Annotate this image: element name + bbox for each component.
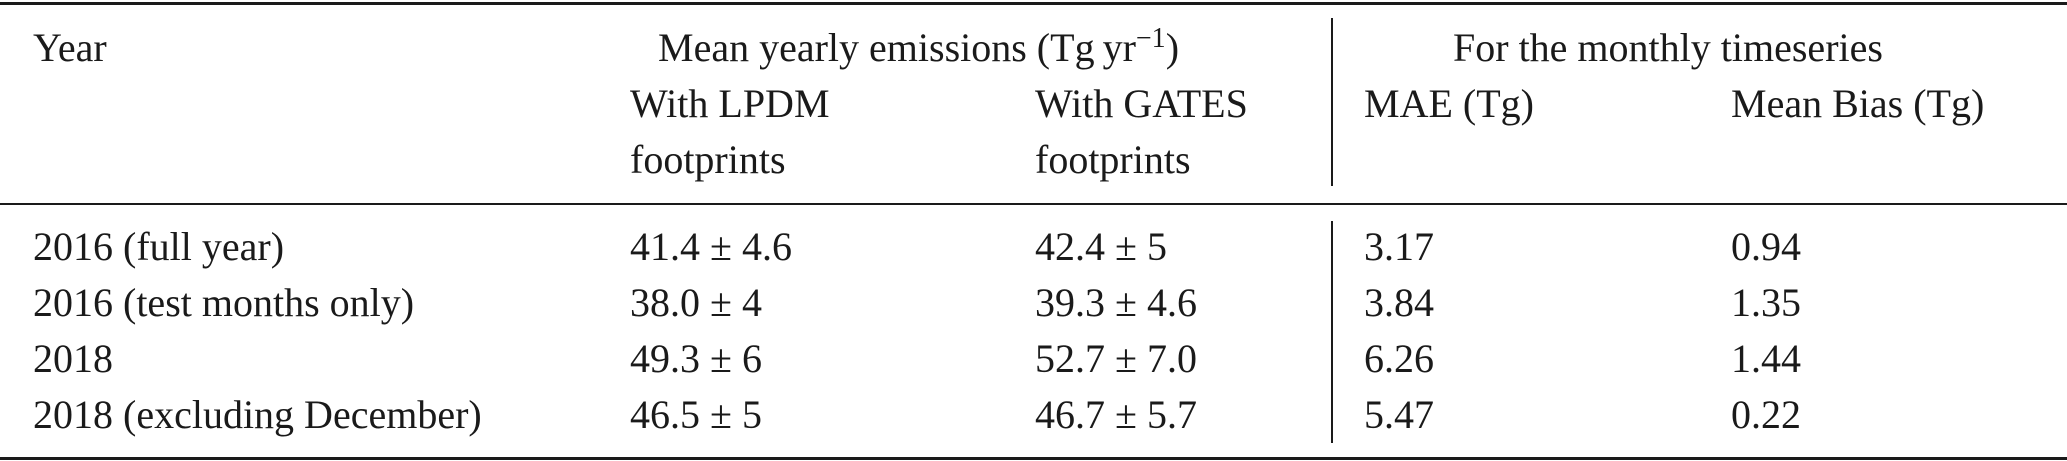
superscript: −1 (1135, 23, 1166, 54)
column-header: footprints (1035, 137, 1191, 182)
group-header: For the monthly timeseries (1453, 25, 1883, 70)
table-cell: 0.22 (1731, 392, 1801, 437)
top-rule (0, 2, 2067, 5)
table-cell: 1.35 (1731, 280, 1801, 325)
column-header: Mean Bias (Tg) (1731, 81, 1985, 126)
table-cell: 2018 (excluding December) (33, 392, 482, 437)
table-cell: 2018 (33, 336, 113, 381)
table-cell: 42.4 ± 5 (1035, 224, 1167, 269)
table-cell: 38.0 ± 4 (630, 280, 762, 325)
table-cell: 3.17 (1364, 224, 1434, 269)
table-cell: 46.5 ± 5 (630, 392, 762, 437)
table-cell: 1.44 (1731, 336, 1801, 381)
table-cell: 49.3 ± 6 (630, 336, 762, 381)
mid-rule (0, 203, 2067, 205)
column-header: footprints (630, 137, 786, 182)
table-cell: 3.84 (1364, 280, 1434, 325)
bottom-rule (0, 457, 2067, 460)
table-cell: 41.4 ± 4.6 (630, 224, 792, 269)
table-cell: 5.47 (1364, 392, 1434, 437)
column-divider (1331, 18, 1333, 186)
table-cell: 39.3 ± 4.6 (1035, 280, 1197, 325)
group-header-text: ) (1165, 25, 1180, 70)
header-cell: Year (33, 25, 107, 70)
table-cell: 46.7 ± 5.7 (1035, 392, 1197, 437)
table-cell: 0.94 (1731, 224, 1801, 269)
column-header: With LPDM (630, 81, 830, 126)
table-cell: 52.7 ± 7.0 (1035, 336, 1197, 381)
column-divider (1331, 221, 1333, 443)
column-header: MAE (Tg) (1364, 81, 1534, 126)
table-cell: 2016 (full year) (33, 224, 285, 269)
group-header: Mean yearly emissions (Tg yr−1) (658, 25, 1180, 70)
group-header-text: Mean yearly emissions (Tg yr (658, 25, 1136, 70)
table-cell: 6.26 (1364, 336, 1434, 381)
column-header: With GATES (1035, 81, 1248, 126)
table-cell: 2016 (test months only) (33, 280, 415, 325)
